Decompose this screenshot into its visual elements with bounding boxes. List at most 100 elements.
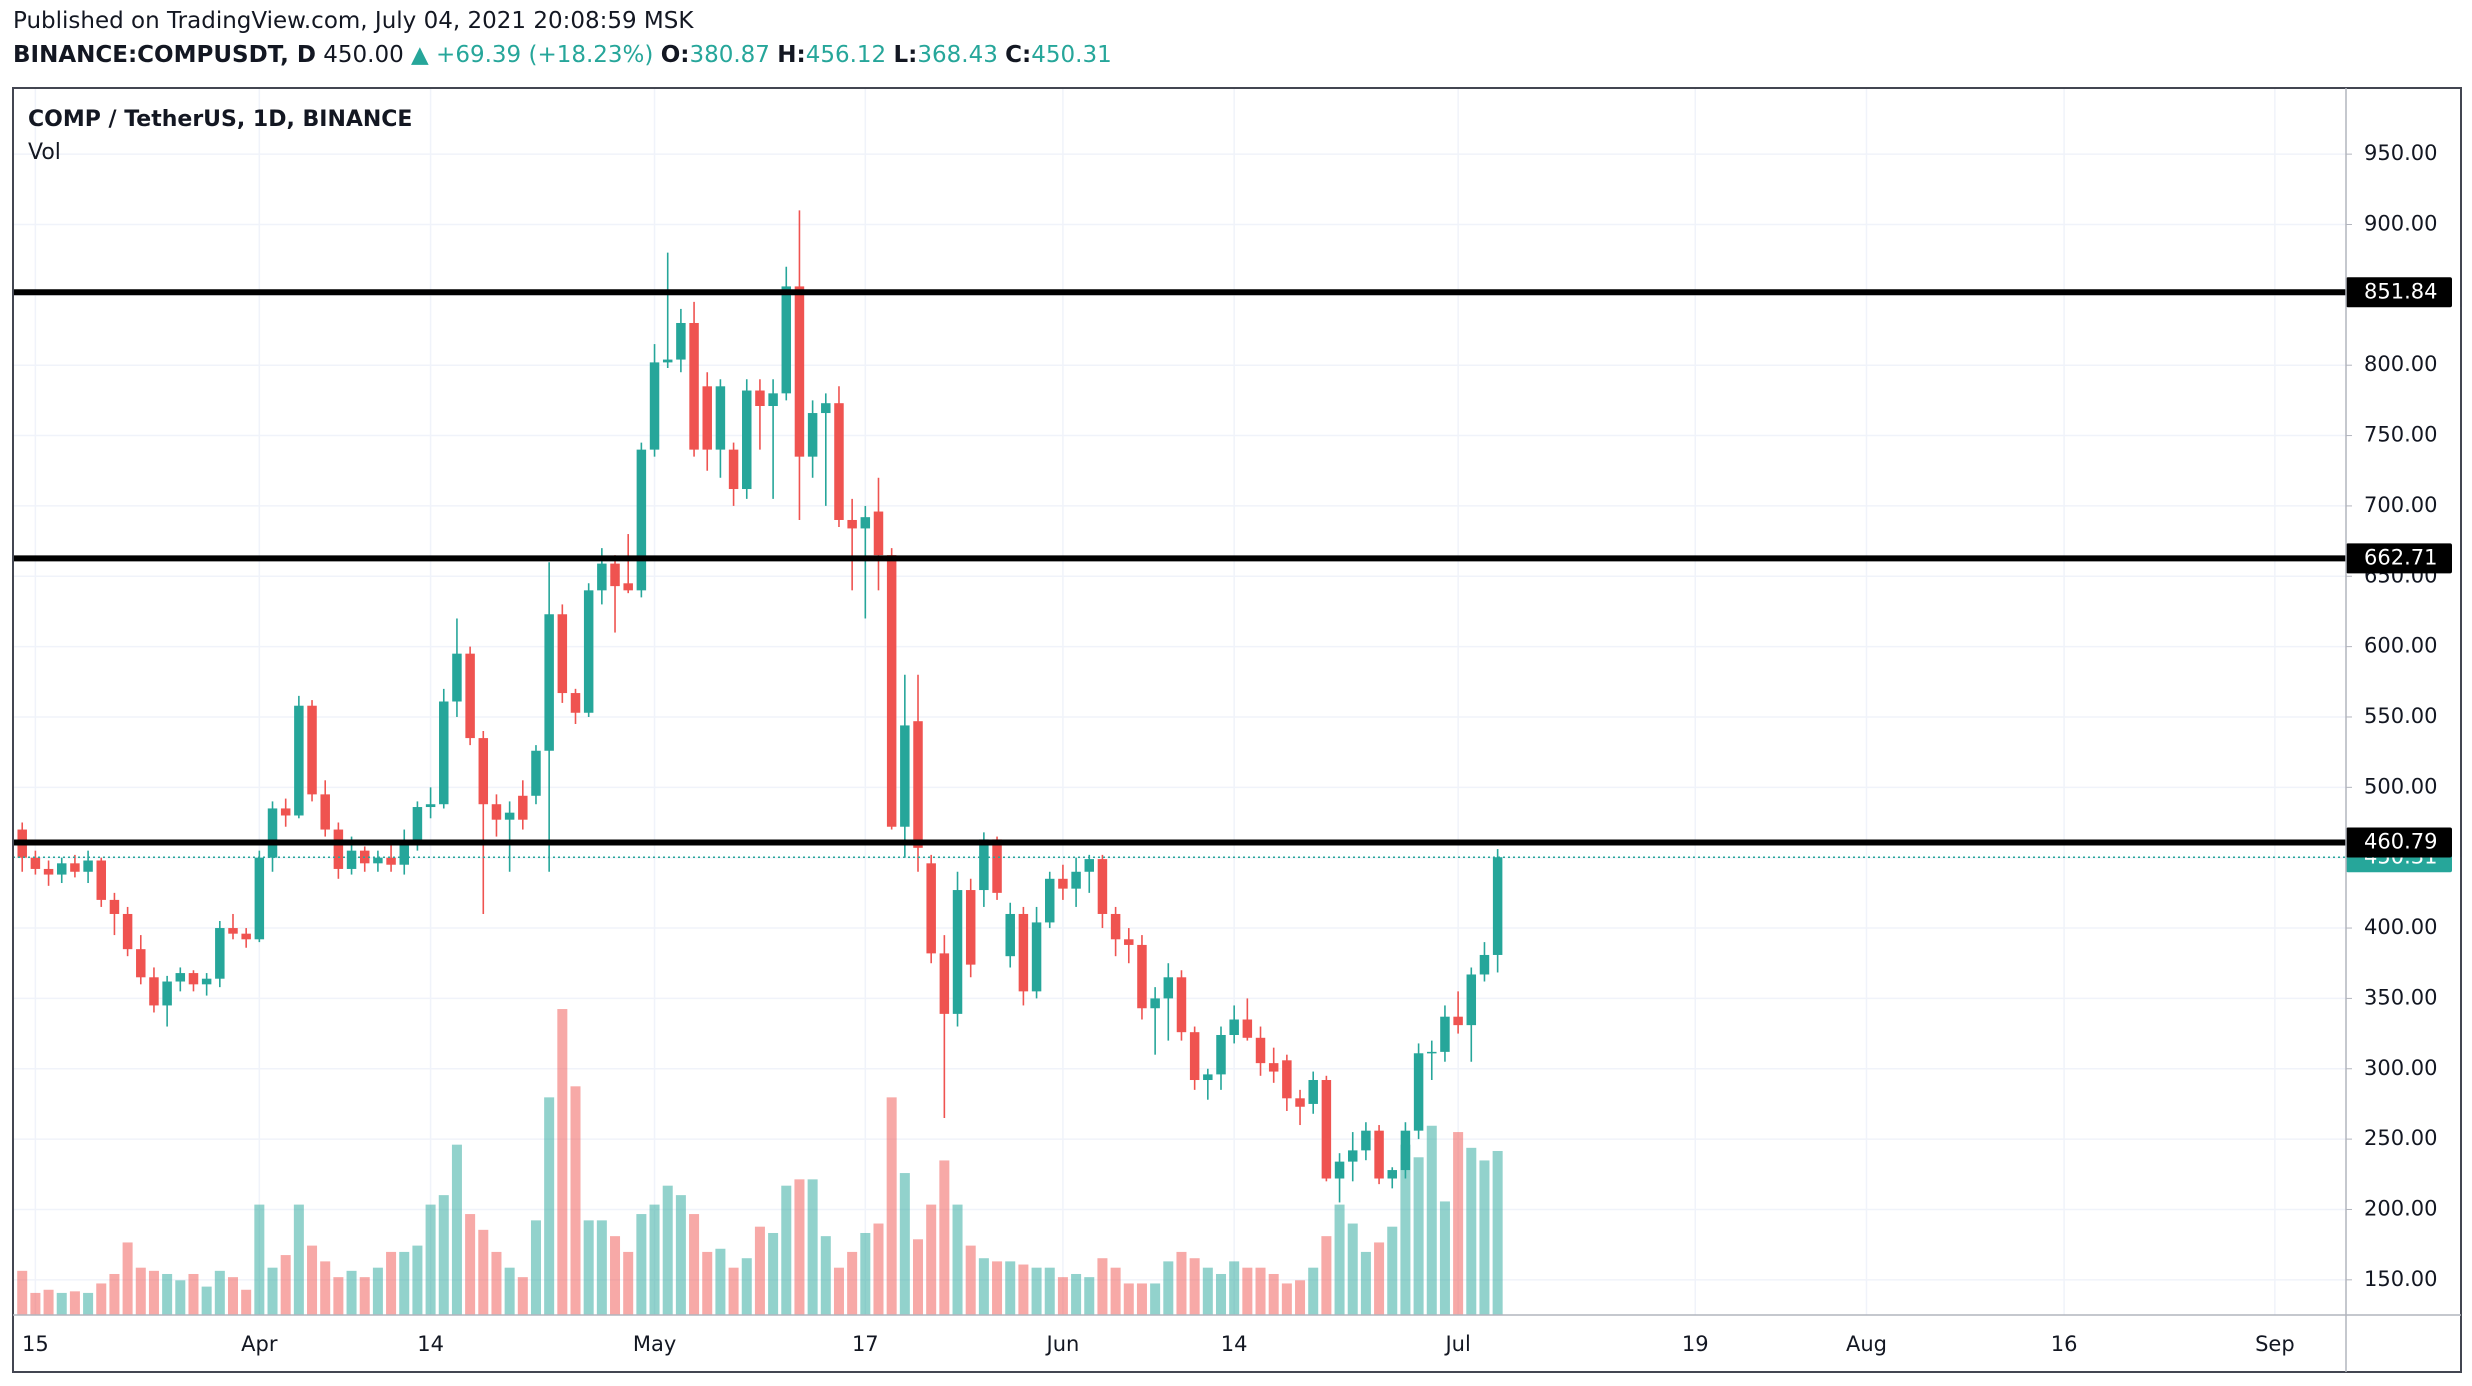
y-tick-label: 300.00 <box>2364 1056 2437 1080</box>
volume-bar <box>162 1273 173 1315</box>
volume-bar <box>1453 1132 1464 1315</box>
y-tick-label: 400.00 <box>2364 915 2437 939</box>
candle-body <box>1058 878 1068 889</box>
volume-bar <box>227 1277 239 1315</box>
candle-body <box>294 705 304 816</box>
y-tick-label: 700.00 <box>2364 493 2437 517</box>
change: ▲ +69.39 (+18.23%) <box>411 42 654 68</box>
volume-bar <box>781 1185 792 1315</box>
volume-bar <box>715 1248 726 1315</box>
candle-body <box>1137 944 1147 1009</box>
x-tick-label: 14 <box>1221 1332 1248 1356</box>
volume-bar <box>847 1251 858 1315</box>
y-tick-label: 900.00 <box>2364 211 2437 235</box>
candle-body <box>1229 1019 1239 1035</box>
candle-body <box>307 705 317 795</box>
volume-bar <box>30 1292 41 1315</box>
volume-bar <box>1255 1267 1266 1315</box>
volume-bar <box>794 1179 805 1315</box>
candle-body <box>452 653 462 702</box>
candle-body <box>781 286 792 394</box>
y-tick-label: 600.00 <box>2364 634 2437 658</box>
candle-body <box>83 860 93 872</box>
candle-body <box>1150 998 1160 1009</box>
volume-bar <box>122 1242 133 1315</box>
volume-bar <box>596 1220 607 1315</box>
candle-body <box>649 362 660 450</box>
level-tag <box>2346 543 2452 574</box>
volume-bar <box>280 1255 291 1315</box>
candle-body <box>96 860 107 900</box>
volume-bar <box>254 1204 265 1315</box>
candle-body <box>531 750 541 796</box>
candle-body <box>1361 1130 1371 1151</box>
volume-bar <box>1097 1258 1108 1315</box>
volume-bar <box>109 1273 120 1315</box>
candle-body <box>913 721 923 848</box>
volume-bar <box>886 1097 897 1315</box>
x-tick-label: Apr <box>241 1332 278 1356</box>
symbol: BINANCE:COMPUSDT, D <box>13 42 316 68</box>
x-tick-label: 14 <box>417 1332 444 1356</box>
volume-bar <box>1044 1267 1055 1315</box>
candle-layer <box>17 210 1503 1203</box>
volume-bar <box>412 1245 423 1315</box>
ohlc-label: O: <box>660 42 690 68</box>
y-tick-label: 950.00 <box>2364 141 2437 165</box>
candle-body <box>1492 857 1503 955</box>
volume-bar <box>754 1226 765 1315</box>
candle-body <box>425 804 436 808</box>
volume-bar <box>1202 1267 1213 1315</box>
candle-body <box>215 928 225 979</box>
volume-bar <box>148 1270 159 1315</box>
candle-body <box>807 413 818 457</box>
candle-body <box>1334 1161 1345 1179</box>
volume-bar <box>675 1195 686 1315</box>
volume-bar <box>17 1270 28 1315</box>
volume-bar <box>1215 1273 1227 1315</box>
candle-body <box>1255 1037 1266 1064</box>
level-tag <box>2346 827 2452 858</box>
candle-body <box>478 738 489 805</box>
candle-body <box>900 725 910 827</box>
candle-body <box>1321 1080 1332 1179</box>
volume-bar <box>175 1280 186 1315</box>
volume-bar <box>1413 1157 1424 1315</box>
volume-bar <box>214 1270 225 1315</box>
volume-bar <box>544 1097 555 1315</box>
candle-body <box>504 812 515 820</box>
volume-bar <box>530 1220 541 1315</box>
candle-body <box>1479 954 1490 975</box>
x-tick-label: Jul <box>1443 1332 1470 1356</box>
volume-bar <box>1084 1277 1095 1315</box>
frame <box>12 87 2462 1373</box>
volume-bar <box>478 1229 489 1315</box>
volume-bar <box>451 1144 462 1315</box>
volume-bar <box>1439 1201 1450 1315</box>
chart-title: COMP / TetherUS, 1D, BINANCE <box>28 107 412 132</box>
volume-bar <box>557 1009 568 1315</box>
volume-bar <box>583 1220 594 1315</box>
volume-bar <box>465 1214 476 1315</box>
volume-bar <box>1163 1261 1174 1315</box>
volume-bar <box>1321 1236 1332 1315</box>
candle-body <box>1110 913 1121 940</box>
volume-bar <box>1400 1144 1411 1315</box>
candle-body <box>346 850 357 869</box>
level-label: 662.71 <box>2364 545 2437 569</box>
ohlc-label: L: <box>893 42 918 68</box>
candle-body <box>1189 1032 1200 1081</box>
volume-bar <box>1268 1273 1279 1315</box>
volume-bar <box>702 1251 713 1315</box>
candle-body <box>965 890 976 965</box>
volume-bar <box>689 1214 700 1315</box>
candle-body <box>662 359 673 363</box>
candle-body <box>241 933 251 940</box>
x-tick-label: 16 <box>2051 1332 2078 1356</box>
y-tick-label: 550.00 <box>2364 704 2437 728</box>
candle-body <box>254 857 265 940</box>
volume-bar <box>491 1251 502 1315</box>
level-label: 460.79 <box>2364 830 2437 854</box>
ohlc-label: C: <box>1005 42 1032 68</box>
volume-bar <box>649 1204 660 1315</box>
